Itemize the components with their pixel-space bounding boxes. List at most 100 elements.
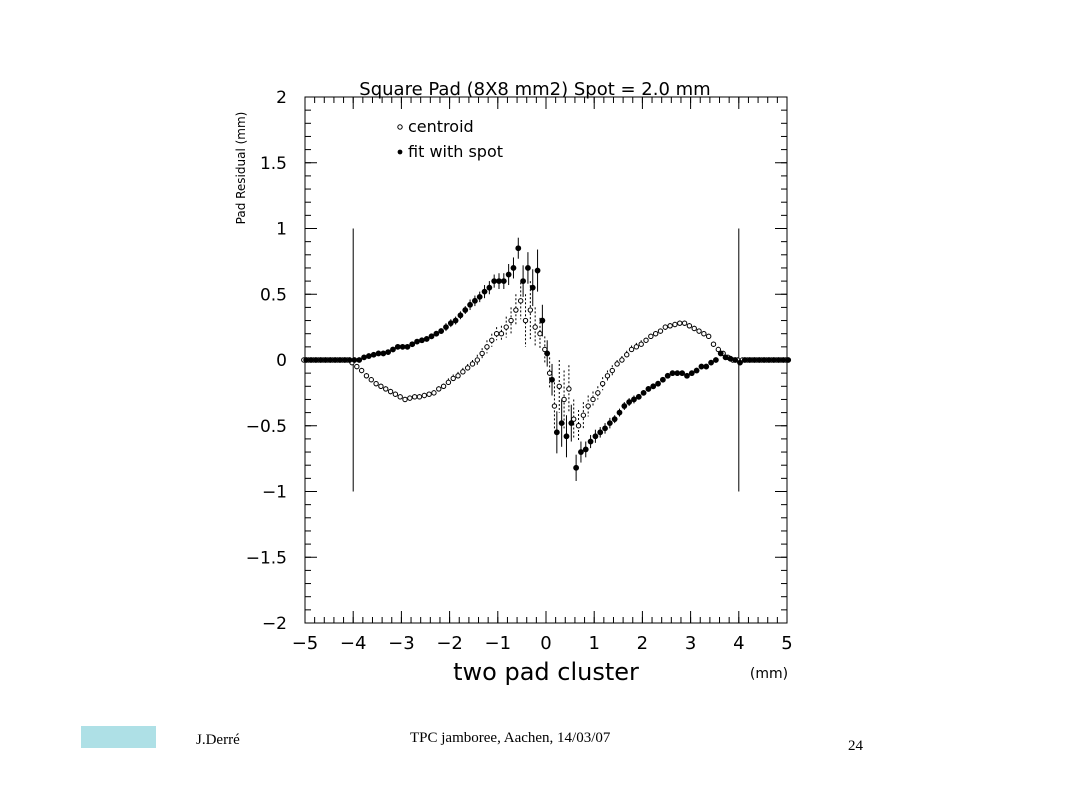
page-number: 24: [848, 738, 863, 754]
centroid-point: [604, 373, 611, 379]
x-tick-label: −1: [485, 633, 512, 654]
fit-point: [684, 372, 690, 379]
y-tick-label: −2: [262, 614, 287, 634]
fit-point: [500, 278, 507, 285]
fit-point: [650, 383, 657, 390]
fit-point: [467, 301, 473, 308]
legend-fit-marker: [397, 149, 403, 155]
series-fit-with-spot: [303, 237, 792, 481]
fit-point: [587, 438, 594, 445]
fit-point: [717, 350, 724, 357]
fit-point: [611, 416, 618, 423]
centroid-point: [667, 323, 673, 329]
fit-point: [698, 363, 705, 370]
fit-point: [476, 293, 483, 300]
centroid-point: [681, 320, 688, 326]
centroid-point: [527, 307, 534, 313]
centroid-point: [407, 395, 413, 401]
fit-point: [664, 372, 671, 379]
fit-point: [616, 409, 623, 416]
fit-point: [351, 357, 358, 363]
fit-point: [770, 357, 777, 363]
fit-point: [737, 359, 743, 366]
x-tick-label: 2: [637, 633, 648, 654]
fit-point: [414, 338, 420, 345]
y-tick-label: 0: [276, 351, 287, 371]
centroid-point: [479, 350, 485, 357]
x-axis-unit: (mm): [750, 666, 788, 682]
centroid-point: [522, 317, 529, 324]
y-tick-label: 0.5: [260, 285, 287, 305]
centroid-point: [677, 320, 683, 326]
fit-point: [766, 357, 772, 363]
centroid-point: [445, 379, 452, 386]
centroid-point: [672, 321, 678, 328]
fit-point: [510, 265, 517, 271]
centroid-point: [508, 317, 514, 324]
fit-point: [423, 336, 430, 342]
fit-point: [703, 363, 710, 370]
fit-point: [385, 349, 392, 356]
fit-point: [525, 265, 531, 271]
fit-point: [708, 359, 714, 366]
x-tick-label: −5: [292, 633, 319, 654]
fit-point: [337, 357, 343, 363]
fit-point: [549, 376, 555, 383]
y-tick-label: −1.5: [246, 548, 287, 568]
y-tick-label: 2: [276, 88, 287, 108]
centroid-point: [387, 388, 394, 395]
x-tick-label: 0: [540, 633, 551, 654]
fit-point: [365, 353, 372, 359]
centroid-point: [373, 380, 379, 387]
boundary-lines: [352, 228, 740, 492]
centroid-point: [460, 369, 466, 375]
centroid-point: [624, 352, 630, 358]
centroid-point: [652, 331, 659, 337]
centroid-point: [546, 370, 553, 376]
fit-point: [785, 357, 792, 363]
legend-centroid-marker: [397, 124, 403, 130]
fit-point: [481, 288, 488, 295]
centroid-point: [657, 328, 664, 334]
y-axis: 2 1.5 1 0.5 0 −0.5 −1 −1.5 −2: [246, 88, 787, 634]
x-tick-label: 3: [685, 633, 696, 654]
fit-point: [732, 357, 739, 363]
fit-point: [409, 341, 416, 348]
legend-fit-label: fit with spot: [408, 142, 503, 161]
fit-point: [713, 357, 719, 363]
fit-point: [380, 350, 387, 357]
fit-point: [727, 355, 734, 362]
centroid-point: [450, 375, 456, 382]
fit-point: [361, 354, 367, 361]
fit-point: [370, 351, 377, 358]
x-tick-label: 4: [733, 633, 744, 654]
centroid-point: [363, 373, 370, 379]
legend-centroid-label: centroid: [408, 117, 474, 136]
centroid-point: [696, 328, 702, 334]
fit-point: [332, 357, 339, 363]
fit-point: [635, 393, 642, 400]
y-axis-label: Pad Residual (mm): [234, 112, 248, 225]
centroid-point: [421, 392, 427, 399]
centroid-point: [628, 346, 635, 353]
fit-point: [674, 370, 681, 377]
fit-point: [496, 278, 502, 285]
fit-point: [534, 267, 541, 274]
y-tick-label: 1.5: [260, 154, 287, 174]
x-axis: −5 −4 −3 −2 −1 0 1 2 3 4 5: [292, 97, 793, 654]
chart-title: Square Pad (8X8 mm2) Spot = 2.0 mm: [359, 79, 710, 100]
centroid-point: [614, 361, 620, 367]
fit-point: [390, 346, 396, 353]
fit-point: [592, 433, 599, 440]
centroid-point: [426, 391, 432, 397]
centroid-point: [643, 337, 649, 343]
fit-point: [322, 357, 329, 363]
fit-point: [462, 307, 469, 313]
fit-point: [515, 245, 522, 252]
fit-point: [659, 376, 666, 383]
centroid-point: [599, 380, 606, 387]
centroid-point: [383, 386, 389, 392]
fit-point: [741, 357, 748, 363]
centroid-point: [489, 337, 495, 343]
y-tick-label: 1: [276, 220, 287, 240]
